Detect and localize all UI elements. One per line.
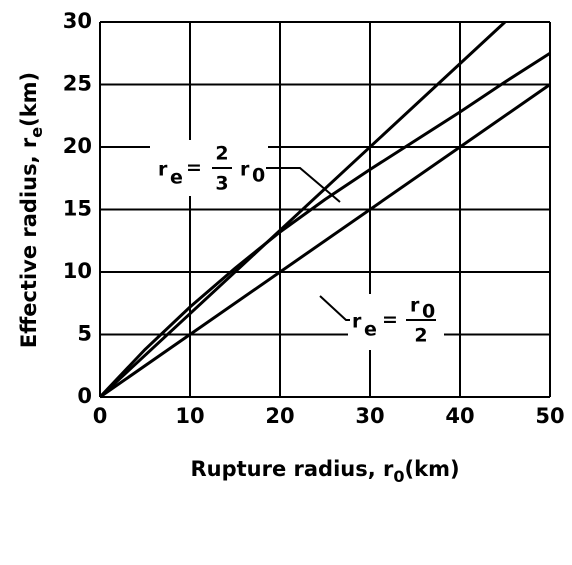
ann-text: e: [364, 319, 377, 341]
x-axis-label: Rupture radius, r0(km): [190, 457, 459, 486]
ann-text: 3: [215, 173, 228, 195]
y-tick-label: 5: [77, 322, 92, 346]
annotation: r e = r 0 2: [319, 294, 444, 350]
ann-text: r: [352, 311, 362, 333]
y-tick-label: 25: [63, 72, 92, 96]
annotation-bg: [150, 140, 268, 196]
y-tick-label: 30: [63, 9, 92, 33]
x-label-unit: (km): [405, 457, 460, 481]
y-tick-label: 0: [77, 384, 92, 408]
y-tick-label: 20: [63, 134, 92, 158]
data-line: [98, 51, 551, 399]
annotation-bg: [348, 294, 444, 350]
ann-text: e: [170, 167, 183, 189]
y-label-unit: (km): [17, 72, 41, 127]
x-tick-label: 40: [445, 404, 474, 428]
x-tick-label: 10: [175, 404, 204, 428]
data-line: [98, 20, 507, 399]
x-tick-label: 20: [265, 404, 294, 428]
ann-text: 2: [414, 325, 427, 347]
data-line: [99, 83, 551, 399]
x-label-sub: 0: [393, 467, 404, 486]
y-label-text: Effective radius, r: [17, 137, 41, 348]
x-tick-label: 30: [355, 404, 384, 428]
ann-text: 2: [215, 143, 228, 165]
leader-line: [266, 167, 341, 203]
y-label-sub: e: [27, 127, 46, 138]
ann-text: r: [410, 295, 420, 317]
y-tick-label: 15: [63, 197, 92, 221]
ann-text: =: [186, 157, 202, 179]
x-tick-label: 0: [93, 404, 108, 428]
leader-line: [319, 295, 350, 321]
ann-text: 0: [422, 301, 435, 323]
ann-text: r: [158, 159, 168, 181]
y-axis-label: Effective radius, re(km): [17, 72, 46, 348]
ann-text: =: [382, 309, 398, 331]
x-tick-label: 50: [535, 404, 564, 428]
annotation: r e = 2 3 r 0: [150, 140, 341, 203]
y-tick-label: 10: [63, 259, 92, 283]
x-label-text: Rupture radius, r: [190, 457, 394, 481]
ann-text: 0: [252, 165, 265, 187]
ann-text: r: [240, 159, 250, 181]
